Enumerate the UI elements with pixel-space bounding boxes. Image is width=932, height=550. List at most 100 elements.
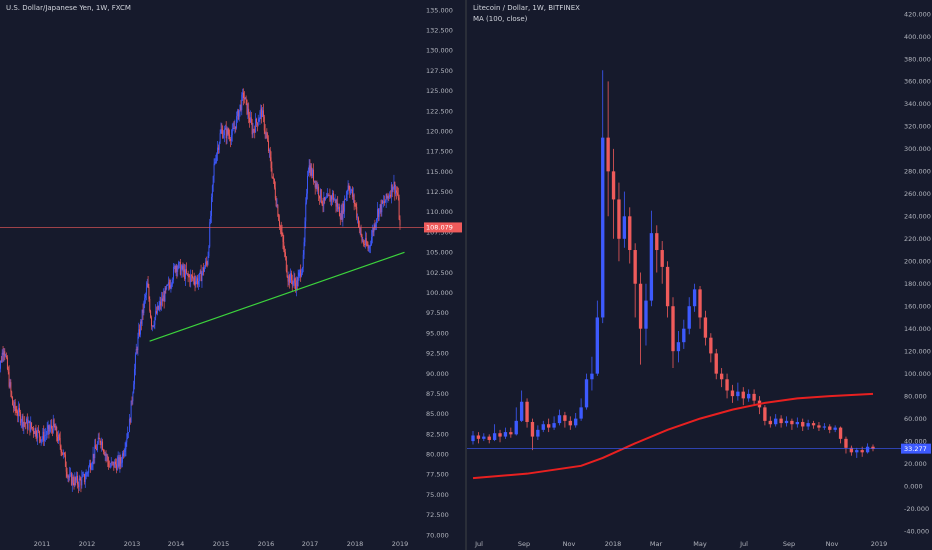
y-axis-tick-label: 132.500: [426, 26, 453, 34]
candle-body: [2, 352, 4, 355]
candle-body: [96, 448, 97, 451]
candle-body: [817, 425, 821, 428]
x-axis-tick-label: 2016: [258, 540, 275, 548]
y-axis-tick-label: 200.000: [904, 258, 931, 266]
candle-body: [345, 199, 346, 200]
candle-body: [26, 418, 28, 429]
y-axis-tick-label: 102.500: [426, 269, 453, 277]
candle-body: [83, 474, 85, 482]
y-axis-tick-label: -40.000: [904, 527, 929, 535]
candle-body: [169, 285, 171, 288]
candle-body: [285, 252, 286, 257]
candle-body: [525, 401, 529, 422]
candle-body: [112, 461, 114, 463]
candle-body: [389, 194, 391, 198]
candle-body: [265, 133, 267, 135]
candle-body: [296, 280, 298, 287]
candle-body: [300, 270, 302, 277]
usdjpy-chart-panel[interactable]: 135.000 132.500 130.000 127.500 125.000 122.5…: [0, 0, 465, 550]
candle-body: [181, 265, 183, 269]
candle-body: [236, 110, 238, 117]
candle-body: [262, 110, 264, 117]
candle-body: [25, 418, 27, 424]
candle-body: [264, 130, 266, 134]
candle-body: [329, 195, 331, 202]
candle-body: [143, 302, 145, 313]
candle-body: [139, 329, 141, 335]
candle-body: [628, 216, 632, 251]
candle-body: [109, 466, 111, 467]
candle-body: [498, 433, 502, 437]
candle-body: [381, 200, 383, 213]
candle-body: [18, 408, 20, 416]
candle-body: [51, 428, 53, 433]
x-axis-tick-label: 2011: [34, 540, 51, 548]
usdjpy-chart[interactable]: 135.000 132.500 130.000 127.500 125.000 122.5…: [0, 0, 465, 550]
candle-body: [0, 360, 2, 362]
candle-body: [235, 126, 237, 129]
candle-body: [246, 99, 248, 114]
x-axis-tick-label: Jul: [474, 540, 483, 548]
candle-body: [243, 98, 245, 100]
candle-body: [278, 216, 280, 221]
candle-body: [3, 351, 5, 355]
candle-body: [644, 300, 648, 329]
candle-body: [333, 199, 335, 201]
candle-body: [198, 280, 199, 285]
candle-body: [43, 431, 45, 442]
candle-body: [865, 446, 870, 453]
candle-body: [855, 450, 859, 453]
candle-body: [303, 242, 305, 255]
candle-body: [795, 421, 799, 425]
candle-body: [110, 462, 112, 467]
candle-body: [633, 250, 637, 284]
candle-body: [64, 452, 65, 455]
candle-body: [482, 436, 486, 439]
candle-body: [62, 452, 64, 455]
candle-body: [655, 233, 659, 251]
candle-body: [92, 453, 94, 464]
candle-body: [741, 391, 745, 399]
candle-body: [362, 241, 364, 242]
candle-body: [22, 416, 24, 427]
y-axis-tick-label: 300.000: [904, 145, 931, 153]
candle-body: [81, 476, 83, 486]
candle-body: [277, 205, 279, 217]
candle-body: [215, 161, 217, 163]
x-axis-tick-label: 2015: [213, 540, 230, 548]
candle-body: [128, 432, 129, 433]
candle-body: [509, 432, 513, 435]
candle-body: [273, 177, 275, 179]
candle-body: [90, 463, 91, 470]
candle-body: [383, 201, 385, 204]
candle-body: [102, 449, 104, 452]
candle-body: [162, 295, 164, 302]
candle-body: [113, 461, 115, 468]
candle-body: [99, 439, 101, 443]
panel-divider[interactable]: [465, 0, 467, 550]
candle-body: [70, 473, 72, 474]
candle-body: [361, 234, 363, 242]
candle-body: [249, 117, 251, 123]
candle-body: [286, 271, 288, 277]
candle-body: [138, 329, 140, 337]
ltcusd-chart-panel[interactable]: 420.000 400.000 380.000 360.000 340.000 320.0…: [467, 0, 932, 550]
candle-body: [5, 355, 7, 357]
candle-body: [77, 484, 79, 488]
x-axis-tick-label: 2018: [605, 540, 622, 548]
candle-body: [332, 193, 334, 201]
candle-body: [388, 196, 390, 198]
y-axis-tick-label: 140.000: [904, 325, 931, 333]
candle-body: [162, 298, 163, 302]
y-axis-tick-label: 90.000: [426, 370, 449, 378]
candle-body: [259, 112, 261, 120]
candle-body: [295, 283, 297, 290]
candle-body: [574, 418, 578, 426]
candle-body: [157, 306, 159, 310]
candle-body: [132, 393, 134, 402]
candle-body: [649, 233, 654, 301]
ltcusd-chart[interactable]: 420.000 400.000 380.000 360.000 340.000 320.0…: [467, 0, 932, 550]
candle-body: [622, 216, 627, 239]
candle-body: [276, 205, 278, 207]
candle-body: [225, 127, 227, 139]
